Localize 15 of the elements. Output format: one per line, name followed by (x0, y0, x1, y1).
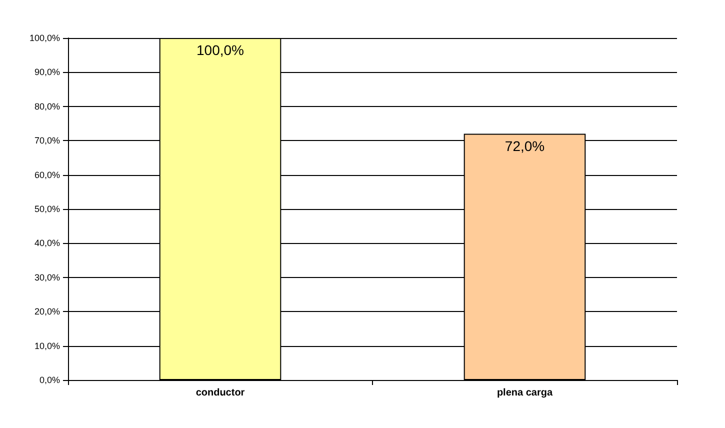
y-tick-label: 20,0% (34, 306, 60, 317)
y-tick-label: 30,0% (34, 272, 60, 282)
data-label: 72,0% (504, 138, 545, 154)
y-tick-label: 90,0% (34, 67, 60, 78)
x-tick-label: conductor (196, 388, 245, 398)
y-tick-label: 70,0% (34, 136, 60, 146)
x-tick-label: plena carga (496, 388, 553, 398)
y-tick-label: 10,0% (34, 340, 60, 351)
y-tick-label: 60,0% (34, 170, 60, 180)
y-tick-label: 80,0% (34, 101, 60, 112)
y-tick-label: 40,0% (34, 238, 60, 248)
y-tick-label: 50,0% (34, 204, 60, 214)
data-label: 100,0% (196, 42, 244, 58)
y-tick-label: 0,0% (39, 375, 60, 385)
y-tick-label: 100,0% (29, 33, 60, 43)
